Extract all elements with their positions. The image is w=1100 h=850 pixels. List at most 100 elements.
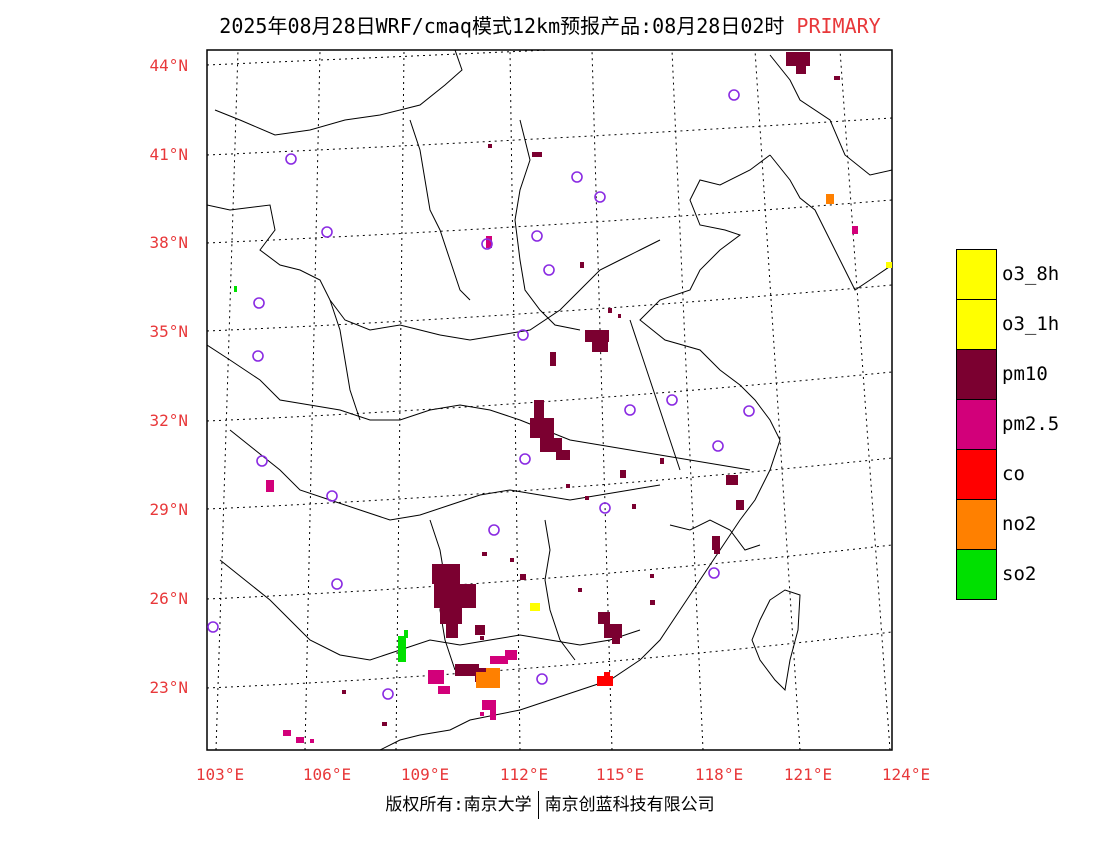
legend-label-pm10: pm10 xyxy=(1002,363,1048,385)
pm25-cell xyxy=(283,730,291,736)
pm10-cell xyxy=(540,438,562,452)
pm10-cell xyxy=(660,458,664,464)
pm10-cell xyxy=(618,314,621,318)
legend-swatch-so2 xyxy=(956,549,997,600)
legend-label-pm25: pm2.5 xyxy=(1002,413,1060,435)
pm10-cell xyxy=(786,52,810,66)
pm10-cell xyxy=(604,624,622,638)
footer-company: 南京创蓝科技有限公司 xyxy=(544,795,715,815)
pm10-cell xyxy=(585,496,589,500)
station-marker xyxy=(536,673,548,685)
footer: 版权所有:南京大学 南京创蓝科技有限公司 xyxy=(0,790,1100,819)
pm10-cell xyxy=(532,152,542,157)
lon-label-109: 109°E xyxy=(400,765,450,784)
station-marker xyxy=(708,567,720,579)
station-marker xyxy=(382,688,394,700)
map-frame xyxy=(206,49,893,751)
so2-cell xyxy=(398,636,406,662)
legend-item-co: co xyxy=(956,449,1100,500)
pm10-cell xyxy=(455,664,479,676)
station-markers xyxy=(207,89,755,700)
legend-label-so2: so2 xyxy=(1002,563,1037,585)
station-marker xyxy=(326,490,338,502)
pm10-cell xyxy=(566,484,570,488)
station-marker xyxy=(594,191,606,203)
pm10-cell xyxy=(440,608,462,624)
pm10-cell xyxy=(342,690,346,694)
legend-label-o3_1h: o3_1h xyxy=(1002,313,1060,335)
footer-separator xyxy=(537,791,539,819)
station-marker xyxy=(321,226,333,238)
pm10-cell xyxy=(585,330,609,342)
graticule-lon xyxy=(215,50,891,750)
pm10-cell xyxy=(632,504,636,509)
pm10-cell xyxy=(714,548,720,554)
co-cell xyxy=(604,672,610,676)
legend-item-so2: so2 xyxy=(956,549,1100,600)
graticule-lat xyxy=(207,50,892,689)
lon-label-103: 103°E xyxy=(195,765,245,784)
pm10-cell xyxy=(598,612,610,624)
pm10-cell xyxy=(612,638,620,644)
pm10-cell xyxy=(480,636,484,640)
pm10-cell xyxy=(446,624,458,638)
station-marker xyxy=(599,502,611,514)
legend-swatch-o3_1h xyxy=(956,299,997,350)
pm10-cell xyxy=(432,564,460,584)
pollutant-cells xyxy=(234,52,892,743)
station-marker xyxy=(531,230,543,242)
co-cell xyxy=(597,676,613,686)
pm10-cell xyxy=(475,625,485,635)
title-main: 2025年08月28日WRF/cmaq模式12km预报产品:08月28日02时 xyxy=(219,14,785,38)
title-tag: PRIMARY xyxy=(796,14,881,38)
pm10-cell xyxy=(530,418,554,438)
station-marker xyxy=(252,350,264,362)
legend-label-o3_8h: o3_8h xyxy=(1002,263,1060,285)
so2-cell xyxy=(404,630,408,638)
pm10-cell xyxy=(550,352,556,366)
lon-label-106: 106°E xyxy=(302,765,352,784)
legend-swatch-no2 xyxy=(956,499,997,550)
legend-item-pm25: pm2.5 xyxy=(956,399,1100,450)
station-marker xyxy=(571,171,583,183)
lat-label-38: 38°N xyxy=(149,233,188,252)
station-marker xyxy=(712,440,724,452)
pm25-cell xyxy=(486,236,492,248)
station-marker xyxy=(207,621,219,633)
pm25-cell xyxy=(266,480,274,492)
station-marker xyxy=(285,153,297,165)
legend-label-co: co xyxy=(1002,463,1025,485)
lon-label-121: 121°E xyxy=(783,765,833,784)
lat-label-26: 26°N xyxy=(149,589,188,608)
legend: o3_8h o3_1h pm10 pm2.5 co no2 so2 xyxy=(956,249,1100,600)
pm25-cell xyxy=(438,686,450,694)
pm25-cell xyxy=(490,710,496,720)
station-marker xyxy=(666,394,678,406)
lon-label-112: 112°E xyxy=(499,765,549,784)
pm10-cell xyxy=(520,574,526,580)
pm10-cell xyxy=(834,76,840,80)
pm25-cell xyxy=(480,712,484,716)
station-marker xyxy=(517,329,529,341)
pm10-cell xyxy=(736,500,744,510)
pm10-cell xyxy=(382,722,387,726)
legend-item-no2: no2 xyxy=(956,499,1100,550)
pm10-cell xyxy=(650,574,654,578)
legend-swatch-o3_8h xyxy=(956,249,997,300)
lon-label-115: 115°E xyxy=(595,765,645,784)
pm10-cell xyxy=(534,400,544,418)
pm10-cell xyxy=(434,584,476,608)
footer-copyright: 版权所有:南京大学 xyxy=(385,795,532,815)
station-marker xyxy=(743,405,755,417)
pm10-cell xyxy=(488,144,492,148)
lat-label-29: 29°N xyxy=(149,500,188,519)
pm25-cell xyxy=(296,737,304,743)
no2-cell xyxy=(826,194,834,204)
so2-cell xyxy=(234,286,237,292)
pm10-cell xyxy=(620,470,626,478)
legend-item-pm10: pm10 xyxy=(956,349,1100,400)
pm10-cell xyxy=(796,66,806,74)
pm25-cell xyxy=(505,650,517,660)
legend-label-no2: no2 xyxy=(1002,513,1037,535)
